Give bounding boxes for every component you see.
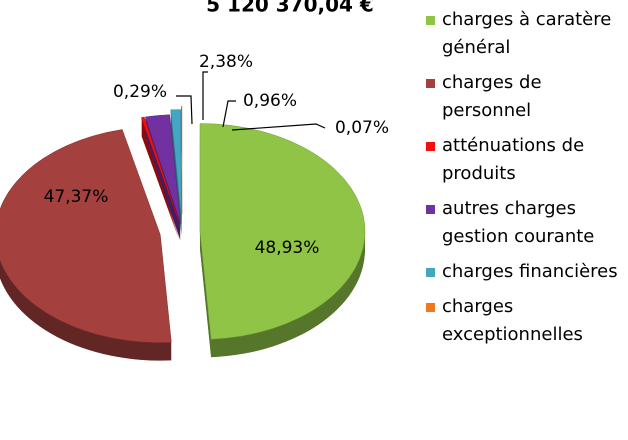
slice: [170, 109, 182, 218]
legend-label: charges financières: [442, 261, 618, 282]
legend-swatch: [426, 142, 435, 151]
data-label: 47,37%: [44, 187, 109, 207]
legend-entry: autres charges gestion courante: [424, 195, 628, 251]
data-label: 0,29%: [113, 82, 167, 102]
legend-label: charges exceptionnelles: [442, 296, 583, 345]
legend-entry: atténuations de produits: [424, 132, 628, 188]
slice: [180, 106, 183, 215]
slice-side: [141, 135, 180, 241]
pie: [0, 106, 366, 361]
legend-swatch: [426, 79, 435, 88]
legend-entry: charges à caratère général: [424, 6, 628, 62]
data-label: 48,93%: [255, 238, 320, 258]
legend-swatch: [426, 303, 435, 312]
legend-label: atténuations de produits: [442, 135, 585, 184]
slice: [144, 114, 181, 223]
legend-label: charges de personnel: [442, 72, 542, 121]
legend-swatch: [426, 268, 435, 277]
chart-title: 5 120 370,04 €: [206, 0, 374, 17]
legend: charges à caratère général charges de per…: [424, 6, 628, 356]
slice: [140, 116, 180, 223]
legend-swatch: [426, 16, 435, 25]
legend-entry: charges financières: [424, 258, 628, 286]
slice-side: [141, 133, 180, 239]
legend-swatch: [426, 205, 435, 214]
slice-side: [141, 131, 180, 237]
data-label: 0,07%: [335, 118, 389, 138]
leader-line: [222, 100, 236, 128]
data-label: 0,96%: [243, 91, 297, 111]
leader-line: [176, 95, 193, 125]
slice: [0, 129, 172, 343]
slice: [199, 123, 366, 340]
legend-entry: charges de personnel: [424, 69, 628, 125]
data-label: 2,38%: [199, 52, 253, 72]
leader-line: [231, 123, 326, 131]
legend-label: charges à caratère général: [442, 9, 612, 58]
legend-entry: charges exceptionnelles: [424, 293, 628, 349]
legend-label: autres charges gestion courante: [442, 198, 595, 247]
leader-line: [202, 71, 208, 120]
